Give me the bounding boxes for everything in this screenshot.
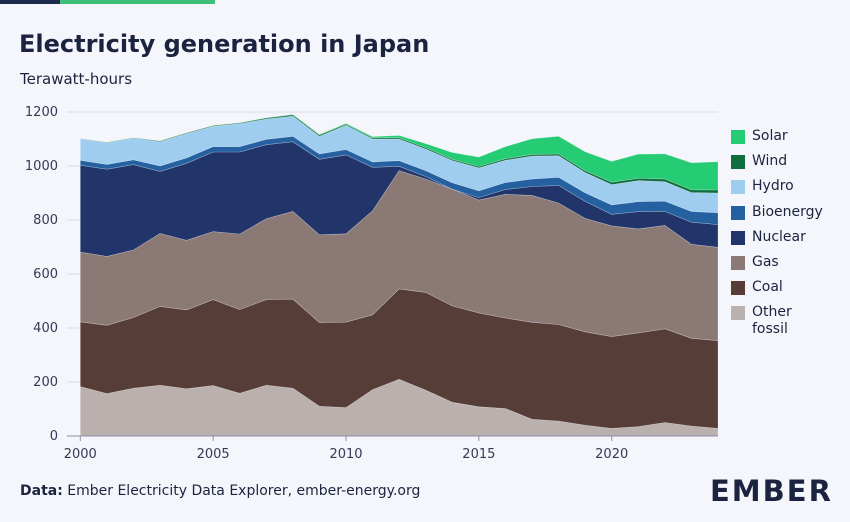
- source-text: Ember Electricity Data Explorer, ember-e…: [67, 483, 421, 499]
- axes: 0 200 400 600 800 1000 1200 2000 2005 2010 2015 202…: [25, 105, 718, 462]
- legend-swatch: [731, 281, 745, 296]
- x-tick-label: 2005: [197, 447, 230, 462]
- top-accent-bar-dark: [0, 0, 60, 4]
- legend-item-nuclear: Nuclear: [731, 229, 822, 254]
- x-tick-label: 2015: [462, 447, 495, 462]
- y-tick-label: 800: [33, 213, 58, 228]
- legend-label: Hydro: [752, 178, 794, 195]
- source-label: Data:: [20, 483, 63, 499]
- chart-subtitle: Terawatt-hours: [20, 70, 133, 88]
- legend: Solar Wind Hydro Bioenergy Nuclear Gas Coal Oth…: [731, 128, 823, 337]
- legend-label: Other fossil: [752, 304, 792, 338]
- legend-swatch: [731, 130, 745, 144]
- y-tick-label: 200: [33, 375, 58, 390]
- legend-label: Bioenergy: [752, 203, 823, 220]
- y-tick-label: 1000: [25, 159, 58, 174]
- y-tick-label: 1200: [25, 105, 58, 120]
- x-tick-label: 2010: [329, 447, 362, 462]
- legend-item-gas: Gas: [731, 254, 822, 279]
- chart-title: Electricity generation in Japan: [19, 30, 430, 58]
- area-solar: [80, 114, 719, 191]
- y-tick-label: 400: [33, 321, 58, 336]
- legend-item-bioenergy: Bioenergy: [731, 203, 823, 229]
- legend-item-solar: Solar: [731, 128, 822, 153]
- legend-item-other-fossil: Other fossil: [731, 304, 822, 337]
- legend-swatch: [731, 205, 745, 220]
- legend-swatch: [731, 230, 745, 245]
- x-tick-label: 2000: [64, 447, 97, 462]
- area-series: [80, 114, 719, 437]
- legend-label: Solar: [752, 128, 788, 144]
- ember-logo: EMBER: [710, 474, 833, 508]
- y-tick-label: 0: [50, 429, 58, 444]
- source-note: Data: Ember Electricity Data Explorer, e…: [20, 483, 420, 499]
- x-tick-label: 2020: [595, 447, 628, 462]
- legend-swatch: [731, 306, 745, 321]
- legend-item-hydro: Hydro: [731, 178, 822, 203]
- legend-label: Nuclear: [752, 228, 806, 245]
- y-tick-label: 600: [33, 267, 58, 282]
- legend-label: Coal: [752, 279, 783, 296]
- legend-swatch: [731, 255, 745, 270]
- legend-item-wind: Wind: [731, 153, 822, 178]
- legend-label: Gas: [752, 253, 779, 270]
- legend-swatch: [731, 180, 745, 195]
- legend-item-coal: Coal: [731, 279, 822, 304]
- top-accent-bar-green: [60, 0, 215, 4]
- legend-label: Wind: [752, 153, 788, 170]
- legend-swatch: [731, 155, 745, 170]
